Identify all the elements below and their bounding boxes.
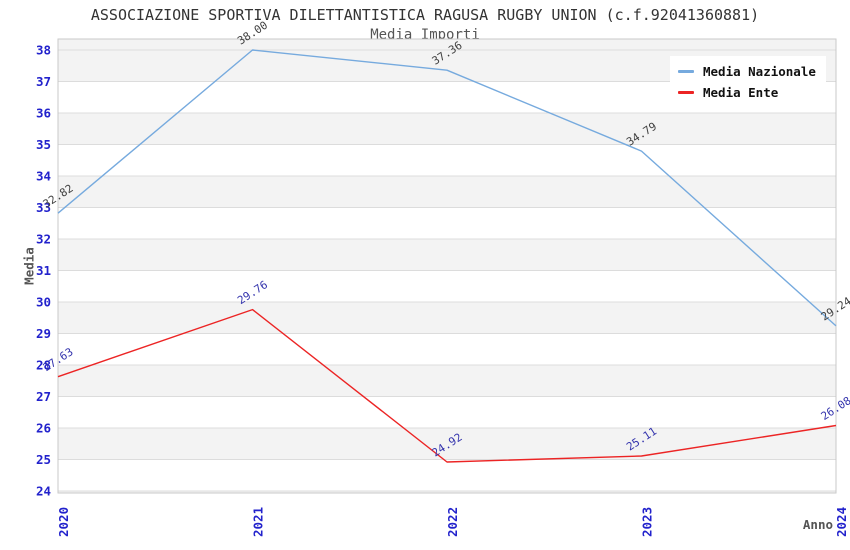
- x-tick-label: 2024: [834, 507, 849, 537]
- line-swatch-icon: [678, 90, 694, 94]
- x-tick-label: 2023: [640, 507, 655, 537]
- x-axis-title: Anno: [802, 517, 833, 532]
- legend-label: Media Nazionale: [703, 63, 816, 79]
- legend-item-media-ente: Media Ente: [678, 84, 816, 100]
- x-tick-label: 2022: [445, 507, 460, 537]
- y-tick-label: 24: [36, 484, 51, 499]
- y-tick-label: 31: [36, 263, 51, 278]
- plot-band: [58, 491, 836, 493]
- plot-band: [58, 396, 836, 428]
- chart-title: ASSOCIAZIONE SPORTIVA DILETTANTISTICA RA…: [90, 6, 760, 24]
- legend-label: Media Ente: [703, 84, 779, 100]
- y-axis-title: Media: [21, 247, 37, 285]
- plot-band: [58, 302, 836, 334]
- plot-band: [58, 144, 836, 176]
- y-tick-label: 37: [36, 74, 51, 89]
- plot-border: [57, 38, 837, 494]
- plot-band: [58, 459, 836, 491]
- y-tick-label: 34: [36, 169, 51, 184]
- plot-band: [58, 270, 836, 302]
- y-tick-label: 35: [36, 137, 51, 152]
- plot-band: [58, 428, 836, 460]
- plot-band: [58, 207, 836, 239]
- y-tick-label: 29: [36, 326, 51, 341]
- y-tick-label: 26: [36, 421, 51, 436]
- plot-band: [58, 239, 836, 271]
- plot-band: [58, 365, 836, 397]
- y-tick-label: 32: [36, 232, 51, 247]
- plot-band: [58, 176, 836, 208]
- x-tick-label: 2020: [56, 507, 71, 537]
- legend: Media Nazionale Media Ente: [670, 56, 826, 107]
- y-tick-label: 27: [36, 389, 51, 404]
- plot-band: [58, 113, 836, 145]
- line-swatch-icon: [678, 69, 694, 73]
- series-line-media-nazionale: [57, 49, 837, 327]
- legend-item-media-nazionale: Media Nazionale: [678, 63, 816, 79]
- y-tick-label: 36: [36, 106, 51, 121]
- y-tick-label: 25: [36, 452, 51, 467]
- y-tick-label: 30: [36, 295, 51, 310]
- y-tick-label: 33: [36, 200, 51, 215]
- plot-band: [58, 333, 836, 365]
- y-tick-label: 38: [36, 43, 51, 58]
- y-tick-label: 28: [36, 358, 51, 373]
- series-line-media-ente: [57, 308, 837, 463]
- x-tick-label: 2021: [251, 507, 266, 537]
